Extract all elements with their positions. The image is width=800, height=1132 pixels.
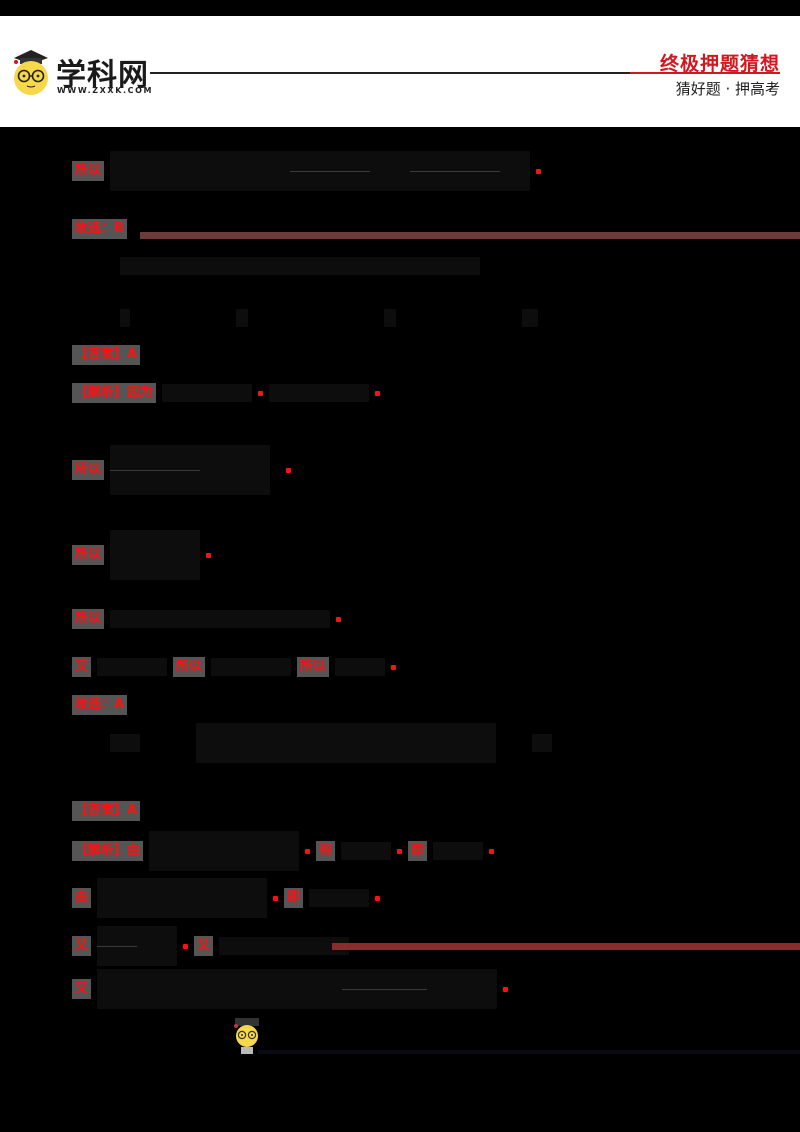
solution-line: 又 所以 所以 (72, 654, 397, 680)
period-mark (489, 848, 495, 854)
analysis-label: 【解析】由 (72, 841, 144, 861)
section-divider (332, 943, 800, 950)
math-formula (110, 734, 140, 752)
comma-mark (183, 943, 189, 949)
math-formula (236, 309, 248, 327)
period-mark (336, 616, 342, 622)
solution-line: 【解析】由 得 即 (72, 831, 495, 871)
formula-row (120, 305, 538, 331)
math-formula (120, 309, 130, 327)
step-label: 又 (72, 979, 92, 999)
step-label: 由 (72, 888, 92, 908)
logo-url: WWW.ZXXK.COM (57, 86, 154, 95)
footer-divider (258, 1050, 800, 1054)
period-mark (391, 664, 397, 670)
comma-mark (258, 390, 264, 396)
math-formula (149, 831, 300, 871)
solution-line: 【答案】A (72, 342, 141, 368)
mascot-logo-icon (14, 50, 48, 95)
math-formula (384, 309, 396, 327)
solution-line: 又 又 (72, 926, 361, 966)
solution-line: 故选：A (72, 692, 128, 718)
header-divider-accent (630, 72, 780, 74)
answer-choice-label: 故选：B (72, 219, 127, 239)
math-formula (97, 878, 268, 918)
period-mark (375, 390, 381, 396)
comma-mark (273, 895, 279, 901)
period-mark (503, 986, 509, 992)
section-divider (140, 232, 800, 239)
footer-mascot-icon (234, 1018, 259, 1054)
step-label: 即 (408, 841, 428, 861)
solution-line: 故选：B (72, 216, 127, 242)
formula-row (120, 253, 480, 279)
math-formula (97, 926, 178, 966)
math-formula (120, 257, 480, 275)
math-formula (211, 658, 292, 676)
math-formula (341, 842, 392, 860)
period-mark (536, 168, 542, 174)
math-formula (196, 723, 496, 763)
step-label: 又 (72, 936, 92, 956)
solution-line: 所以 (72, 151, 542, 191)
solution-line: 又 (72, 969, 509, 1009)
step-label: 即 (284, 888, 304, 908)
answer-label: 【答案】A (72, 345, 141, 365)
period-mark (286, 467, 292, 473)
math-formula (97, 658, 168, 676)
math-formula (97, 969, 498, 1009)
step-label: 所以 (72, 609, 105, 629)
math-formula (433, 842, 484, 860)
step-label: 所以 (173, 657, 206, 677)
solution-line: 所以 (72, 445, 292, 495)
solution-line: 所以 (72, 530, 212, 580)
answer-label: 【答案】A (72, 801, 141, 821)
step-label: 所以 (72, 460, 105, 480)
step-label: 所以 (72, 161, 105, 181)
top-black-bar (0, 0, 800, 16)
header-bottom-border (0, 127, 800, 130)
answer-choice-label: 故选：A (72, 695, 128, 715)
logo-text: 学科网 (56, 58, 149, 93)
formula-row (110, 723, 552, 763)
period-mark (375, 895, 381, 901)
solution-line: 由 即 (72, 878, 381, 918)
comma-mark (305, 848, 311, 854)
math-formula (522, 309, 538, 327)
step-label: 又 (72, 657, 92, 677)
period-mark (206, 552, 212, 558)
math-formula (162, 384, 253, 402)
solution-line: 所以 (72, 606, 342, 632)
step-label: 所以 (297, 657, 330, 677)
math-formula (110, 151, 531, 191)
page-header: 学科网 WWW.ZXXK.COM 终极押题猜想 猜好题 · 押高考 (0, 16, 800, 127)
step-label: 所以 (72, 545, 105, 565)
header-title: 终极押题猜想 (659, 53, 780, 75)
analysis-label: 【解析】因为 (72, 383, 157, 403)
step-label: 又 (194, 936, 214, 956)
solution-line: 【解析】因为 (72, 380, 381, 406)
equation-system (110, 445, 271, 495)
math-formula (309, 889, 370, 907)
math-formula (335, 658, 386, 676)
math-formula (269, 384, 370, 402)
header-subtitle: 猜好题 · 押高考 (675, 80, 780, 98)
header-divider (150, 72, 630, 74)
step-label: 得 (316, 841, 336, 861)
math-formula (110, 610, 331, 628)
solution-line: 【答案】A (72, 798, 141, 824)
comma-mark (397, 848, 403, 854)
math-formula (532, 734, 552, 752)
equation-system (110, 530, 201, 580)
math-formula (219, 937, 350, 955)
